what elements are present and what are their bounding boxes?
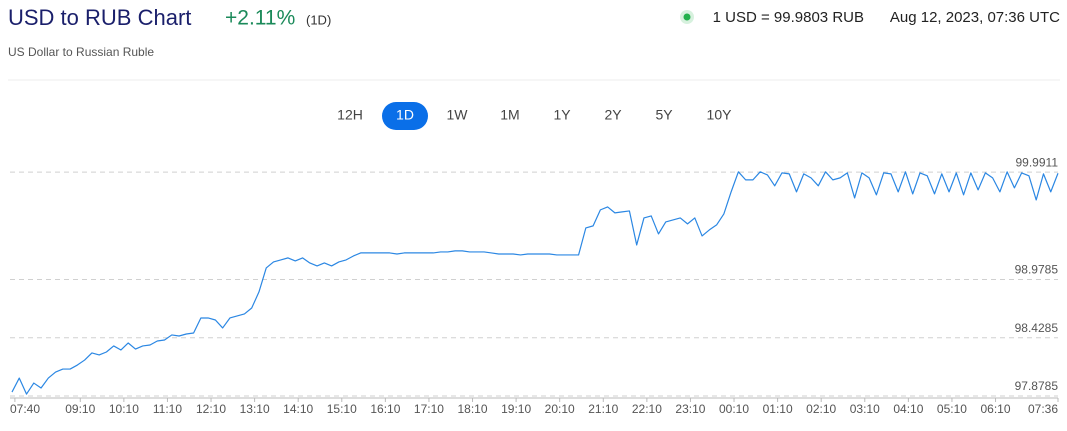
x-tick-label: 23:10 — [675, 402, 705, 416]
range-button-active[interactable] — [382, 102, 428, 130]
x-tick-label: 18:10 — [458, 402, 488, 416]
range-button[interactable]: 12H — [337, 107, 363, 123]
y-tick-label: 99.9911 — [1016, 155, 1059, 169]
x-tick-label: 11:10 — [153, 402, 182, 416]
x-tick-label: 12:10 — [196, 402, 226, 416]
rate: 1 USD = 99.9803 RUB — [713, 9, 864, 26]
live-dot — [683, 13, 691, 21]
x-tick-label: 05:10 — [937, 402, 967, 416]
x-tick-label: 17:10 — [414, 402, 444, 416]
x-tick-label: 07:36 — [1028, 402, 1058, 416]
range-button[interactable]: 2Y — [604, 107, 622, 123]
x-tick-label: 16:10 — [370, 402, 400, 416]
x-tick-label: 10:10 — [109, 402, 139, 416]
x-tick-label: 21:10 — [588, 402, 618, 416]
range-button[interactable]: 10Y — [707, 107, 733, 123]
x-tick-label: 01:10 — [763, 402, 793, 416]
x-tick-label: 09:10 — [65, 402, 95, 416]
y-tick-label: 97.8785 — [1015, 379, 1059, 393]
y-tick-label: 98.4285 — [1015, 321, 1059, 335]
x-tick-label: 03:10 — [850, 402, 880, 416]
timestamp: Aug 12, 2023, 07:36 UTC — [890, 9, 1060, 26]
x-tick-label: 20:10 — [545, 402, 575, 416]
x-tick-label: 13:10 — [240, 402, 270, 416]
y-tick-label: 98.9785 — [1015, 263, 1059, 277]
range-selector: 12H 1D 1W 1M 1Y 2Y 5Y 10Y — [337, 102, 732, 130]
subtitle: US Dollar to Russian Ruble — [8, 45, 154, 59]
x-tick-label: 15:10 — [327, 402, 357, 416]
period: (1D) — [306, 12, 331, 27]
x-tick-label: 04:10 — [893, 402, 923, 416]
x-tick-label: 07:40 — [10, 402, 40, 416]
price-line — [11, 171, 1059, 395]
range-button[interactable]: 1D — [396, 107, 414, 123]
range-button[interactable]: 1W — [447, 107, 469, 123]
x-tick-label: 22:10 — [632, 402, 662, 416]
range-button[interactable]: 1M — [500, 107, 519, 123]
x-tick-label: 14:10 — [283, 402, 313, 416]
change: +2.11% — [225, 7, 295, 30]
x-tick-label: 02:10 — [806, 402, 836, 416]
title: USD to RUB Chart — [8, 5, 191, 30]
x-tick-label: 19:10 — [501, 402, 531, 416]
range-button[interactable]: 5Y — [655, 107, 673, 123]
x-tick-label: 00:10 — [719, 402, 749, 416]
range-button[interactable]: 1Y — [553, 107, 571, 123]
x-tick-label: 06:10 — [981, 402, 1011, 416]
